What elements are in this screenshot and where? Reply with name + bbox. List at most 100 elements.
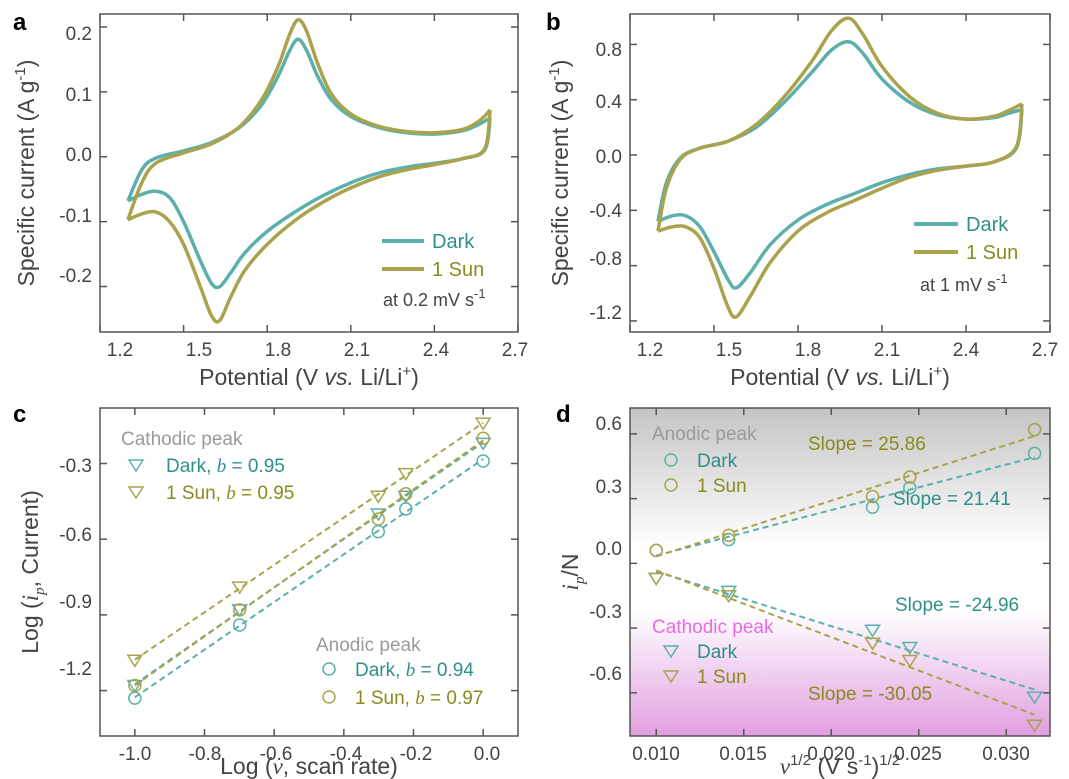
panel-c: c -1.0 -0.8 -0.6 -0.4 -0.2 0.0 -0.3 -0.6… [13,401,519,779]
triangle-marker-icon [662,645,680,659]
fit-line [134,422,484,661]
xtick-labels-d: 0.010 0.015 0.020 0.025 0.030 [632,744,1030,765]
ytick-label: 0.4 [596,92,623,113]
slope-annotation-anodic-dark: Slope = 21.41 [893,489,1011,510]
xtick-label: 0.015 [719,744,767,765]
xtick-label: 1.2 [107,340,133,361]
data-point [903,470,917,484]
x-axis-label-a: Potential (V vs. Li/Li+) [199,363,419,390]
xtick-label: 1.2 [637,340,663,361]
circle-marker-icon [664,478,678,492]
panel-b: b 1.2 1.5 1.8 2.1 2.4 2.7 0.8 0.4 0.0 -0… [546,9,1058,390]
scan-rate-note-b: at 1 mV s-1 [920,271,1008,295]
legend-title-cathodic: Cathodic peak [121,429,243,450]
legend-label-sun: 1 Sun [432,259,484,281]
data-point [721,528,736,543]
xtick-labels-c: -1.0 -0.8 -0.6 -0.4 -0.2 0.0 [119,744,501,765]
triangle-marker-icon [127,486,145,500]
fit-line [134,439,484,687]
ytick-label: 0.0 [596,147,622,168]
data-point [1026,691,1043,705]
xtick-label: -0.2 [400,744,433,765]
xtick-label: -0.6 [260,744,293,765]
data-point [128,691,142,705]
data-point [864,637,881,651]
xtick-label: 1.5 [186,340,212,361]
panel-label-a: a [13,9,27,36]
data-point [371,512,386,526]
svg-text:Dark, b = 0.94: Dark, b = 0.94 [355,660,474,681]
ytick-labels-b: 0.8 0.4 0.0 -0.4 -0.8 -1.2 [589,40,622,324]
y-axis-label-a: Specific current (A g-1) [12,60,39,287]
legend-title-anodic: Anodic peak [316,635,421,656]
panel-label-d: d [556,401,571,428]
data-point [126,679,144,693]
y-axis-label-b: Specific current (A g-1) [546,60,573,287]
y-axis-label-d: ip/N [557,554,588,591]
ticks-d [630,408,1050,736]
ticks-b [629,14,1051,332]
ytick-label: 0.0 [596,539,622,560]
legend-label: 1 Sun [697,476,747,497]
data-point [1026,719,1043,733]
series-curves-a [126,18,492,324]
slope-annotation-cathodic-sun: Slope = -30.05 [808,684,932,705]
legend-title-anodic: Anodic peak [652,424,757,445]
ytick-label: 0.3 [596,477,622,498]
cv-curve-lower-sun [657,103,1024,319]
ytick-label: -1.2 [589,303,622,324]
xtick-label: 2.7 [1032,340,1058,361]
plot-frame-c [99,407,519,737]
xtick-label: 2.1 [874,340,900,361]
legend-label: Dark [697,642,738,663]
x-axis-label-b: Potential (V vs. Li/Li+) [730,363,950,390]
xtick-label: -0.8 [189,744,222,765]
slope-annotation-anodic-sun: Slope = 25.86 [808,434,926,455]
xtick-label: 2.1 [344,340,370,361]
plot-frame-a [99,13,519,333]
ytick-label: 0.0 [66,145,92,166]
panel-label-c: c [13,401,26,428]
legend-b: Dark 1 Sun [914,214,1018,264]
xtick-label: -0.4 [330,744,363,765]
ytick-label: 0.6 [596,414,622,435]
data-point [720,585,738,599]
data-point [476,454,490,468]
svg-text:1 Sun, b = 0.95: 1 Sun, b = 0.95 [166,483,294,504]
triangle-marker-icon [127,459,145,473]
legend-title-cathodic: Cathodic peak [652,617,774,638]
panel-d: d 0.010 0.015 0.020 0.025 0.030 0.6 0.3 … [556,401,1051,779]
data-point [399,502,413,516]
x-axis-label-d: ν1/2 (V s-1)1/2 [780,752,900,779]
legend-label: 1 Sun, [166,483,221,504]
data-point [720,589,738,604]
xtick-labels-b: 1.2 1.5 1.8 2.1 2.4 2.7 [637,340,1058,361]
y-axis-label-c: Log (ip, Current) [17,490,48,653]
svg-text:1 Sun, b = 0.97: 1 Sun, b = 0.97 [355,688,483,709]
fit-line [655,456,1035,557]
plot-frame-d [629,407,1051,737]
fit-line [134,458,484,699]
scan-rate-note-a: at 0.2 mV s-1 [383,286,486,310]
ytick-labels-a: 0.2 0.1 0.0 -0.1 -0.2 [59,24,92,287]
ytick-label: 0.8 [596,40,622,61]
cv-curve-upper-dark [126,37,492,202]
data-point [474,417,492,431]
ytick-label: 0.2 [66,24,92,45]
ytick-labels-d: 0.6 0.3 0.0 -0.3 -0.6 [589,414,622,685]
plot-background-d [630,408,1050,736]
legend-anodic-dark: Dark [664,451,738,472]
data-point [649,543,663,558]
legend-anodic-sun: 1 Sun, b = 0.97 [322,688,483,709]
xtick-label: 0.025 [894,744,942,765]
series-points-c [126,417,492,705]
ytick-label: -0.6 [59,525,92,546]
data-point [1027,422,1042,437]
ytick-label: -0.8 [589,249,622,270]
xtick-label: 1.8 [795,340,821,361]
xtick-label: 0.020 [807,744,855,765]
data-point [397,490,415,504]
xtick-label: 2.7 [502,340,528,361]
cv-curve-lower-sun [127,109,492,324]
legend-label: Dark, [166,456,211,477]
